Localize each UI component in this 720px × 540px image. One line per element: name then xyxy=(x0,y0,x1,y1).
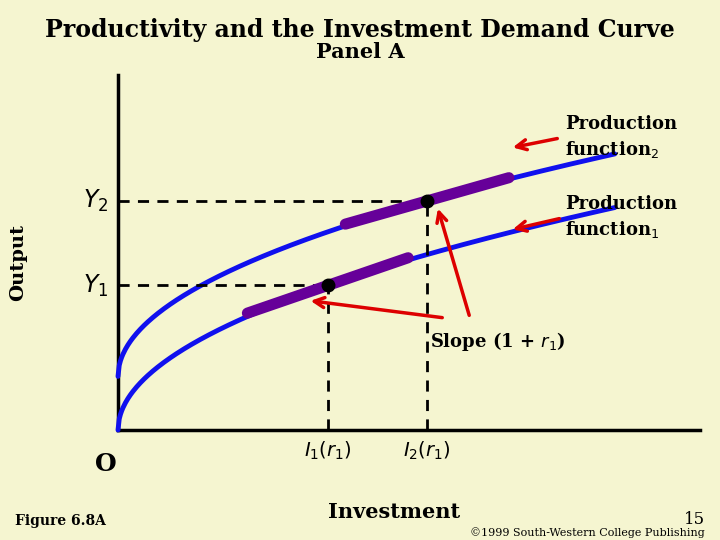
Text: Output: Output xyxy=(9,224,27,301)
Text: Investment: Investment xyxy=(328,502,460,522)
Text: 15: 15 xyxy=(684,511,705,528)
Text: $I_1(r_1)$: $I_1(r_1)$ xyxy=(304,440,351,462)
Text: Productivity and the Investment Demand Curve: Productivity and the Investment Demand C… xyxy=(45,18,675,42)
Text: Panel A: Panel A xyxy=(315,42,405,62)
Text: Production
function$_1$: Production function$_1$ xyxy=(565,195,677,240)
Text: O: O xyxy=(95,452,117,476)
Text: $Y_2$: $Y_2$ xyxy=(83,188,108,214)
Text: ©1999 South-Western College Publishing: ©1999 South-Western College Publishing xyxy=(470,527,705,538)
Text: Slope (1 + $r_1$): Slope (1 + $r_1$) xyxy=(430,330,565,353)
Text: $Y_1$: $Y_1$ xyxy=(83,272,108,299)
Text: Figure 6.8A: Figure 6.8A xyxy=(15,514,106,528)
Text: Production
function$_2$: Production function$_2$ xyxy=(565,115,677,160)
Text: $I_2(r_1)$: $I_2(r_1)$ xyxy=(403,440,451,462)
